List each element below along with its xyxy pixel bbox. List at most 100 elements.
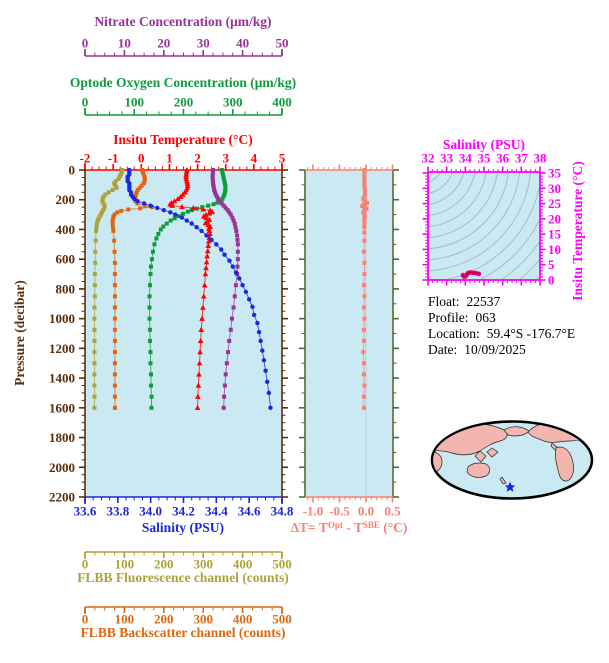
tick-label: 0	[82, 95, 89, 110]
temperature-axis: -2 -1 0 1 2 3 4 5	[80, 151, 286, 171]
tick-label: -1	[108, 151, 119, 166]
float-location-marker	[504, 481, 516, 492]
backscatter-axis-title: FLBB Backscatter channel (counts)	[80, 625, 286, 640]
tick-label: 1800	[49, 430, 75, 445]
tick-label: 33.8	[106, 504, 129, 519]
tick-label: 800	[56, 281, 76, 296]
tick-label: 0	[138, 151, 145, 166]
tick-label: -1.0	[303, 504, 324, 519]
tick-label: 400	[272, 95, 292, 110]
delta-t-curve	[360, 168, 370, 410]
tick-label: 25	[548, 196, 562, 211]
temperature-axis-title: Insitu Temperature (°C)	[113, 132, 253, 147]
tick-label: 33	[440, 151, 454, 166]
tick-label: 36	[496, 151, 510, 166]
oxygen-axis: 0 100 200 300 400	[82, 95, 292, 116]
backscatter-axis: 0 100 200 300 400 500	[82, 606, 292, 627]
float-id-line: Float: 22537	[428, 294, 501, 309]
tick-label: 200	[154, 612, 174, 627]
date-line: Date: 10/09/2025	[428, 342, 526, 357]
fluorescence-axis-title: FLBB Fluorescence channel (counts)	[77, 570, 289, 585]
tick-label: 30	[548, 181, 561, 196]
tick-label: 40	[236, 36, 249, 51]
tick-label: 10	[118, 36, 131, 51]
profile-curve-backscatter	[110, 168, 154, 410]
plot-backgrounds	[85, 170, 540, 497]
tick-label: 33.6	[74, 504, 97, 519]
ts-salinity-axis-title: Salinity (PSU)	[442, 137, 526, 152]
tick-label: 1600	[49, 400, 75, 415]
pressure-axis-title: Pressure (decibar)	[12, 280, 27, 386]
tick-label: 34.0	[139, 504, 162, 519]
delta-t-panel-axes: -1.0 -0.5 0.0 0.5	[299, 164, 401, 519]
tick-label: 2200	[49, 490, 75, 505]
tick-label: 500	[272, 612, 292, 627]
tick-label: 10	[548, 242, 561, 257]
tick-label: 4	[251, 151, 258, 166]
tick-label: 2	[194, 151, 201, 166]
tick-label: 30	[197, 36, 210, 51]
tick-label: 200	[174, 95, 194, 110]
salinity-axis-title: Salinity (PSU)	[141, 520, 225, 535]
ts-temperature-axis-title: Insitu Temperature (°C)	[570, 161, 585, 301]
profile-curve-salinity	[125, 167, 273, 411]
tick-label: 0	[548, 273, 555, 288]
tick-label: 2000	[49, 460, 75, 475]
tick-label: 1400	[49, 371, 75, 386]
tick-label: 200	[56, 192, 76, 207]
float-metadata: Float: 22537 Profile: 063 Location: 59.4°S …	[428, 294, 575, 358]
tick-label: 100	[125, 95, 145, 110]
tick-label: 400	[233, 612, 253, 627]
nitrate-axis-title: Nitrate Concentration (μm/kg)	[94, 14, 272, 29]
pressure-axis: 0 200 400 600 800 1000 1200 1400 1600 1800 2000 220…	[49, 163, 86, 505]
world-map	[430, 420, 594, 500]
tick-label: 34.4	[205, 504, 228, 519]
location-line: Location: 59.4°S -176.7°E	[428, 326, 576, 341]
tick-label: 400	[233, 557, 253, 572]
tick-label: 15	[548, 227, 562, 242]
profile-number-line: Profile: 063	[428, 310, 496, 325]
tick-label: 300	[193, 612, 213, 627]
tick-label: 34.8	[271, 504, 294, 519]
tick-label: 0.5	[384, 504, 401, 519]
nitrate-axis: 0 10 20 30 40 50	[82, 36, 289, 57]
tick-label: 34.6	[238, 504, 261, 519]
tick-label: 35	[548, 166, 562, 181]
tick-label: -0.5	[329, 504, 350, 519]
tick-label: 100	[115, 557, 135, 572]
tick-label: 300	[223, 95, 243, 110]
ts-profile-curve	[460, 270, 482, 280]
tick-label: 600	[56, 252, 76, 267]
profile-curve-temperature	[167, 167, 216, 411]
tick-label: 100	[115, 612, 135, 627]
tick-label: 37	[515, 151, 529, 166]
tick-label: 5	[548, 257, 555, 272]
tick-label: 0	[82, 612, 89, 627]
tick-label: 500	[272, 557, 292, 572]
delta-t-axis-title: ΔT= TOpt - TSBE (°C)	[290, 520, 408, 535]
tick-label: 3	[222, 151, 229, 166]
tick-label: 0.0	[358, 504, 374, 519]
profile-curve-nitrate	[210, 168, 240, 410]
tick-label: 1000	[49, 311, 75, 326]
fluorescence-axis: 0 100 200 300 400 500	[82, 551, 292, 572]
tick-label: 200	[154, 557, 174, 572]
tick-label: 1200	[49, 341, 75, 356]
tick-label: 20	[548, 211, 561, 226]
profile-curve-fluorescence	[92, 168, 125, 410]
tick-label: 50	[276, 36, 289, 51]
tick-label: 35	[478, 151, 492, 166]
tick-label: 1	[166, 151, 173, 166]
tick-label: -2	[80, 151, 91, 166]
tick-label: 400	[56, 222, 76, 237]
salinity-axis: 33.6 33.8 34.0 34.2 34.4 34.6 34.8	[74, 496, 294, 519]
tick-label: 5	[279, 151, 286, 166]
tick-label: 20	[157, 36, 170, 51]
tick-label: 34.2	[172, 504, 195, 519]
tick-label: 0	[69, 163, 76, 178]
tick-label: 0	[82, 557, 89, 572]
tick-label: 32	[422, 151, 435, 166]
